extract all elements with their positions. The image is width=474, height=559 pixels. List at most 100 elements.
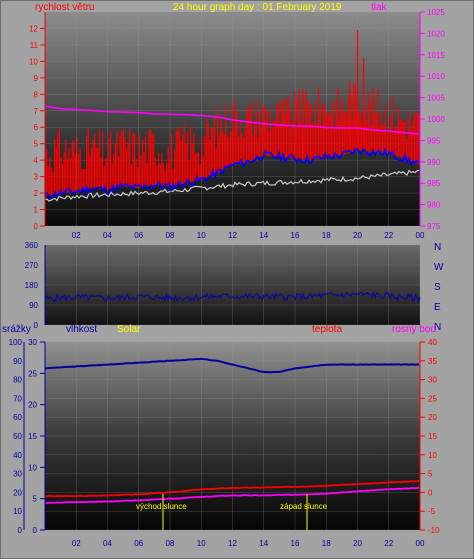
y-left-tick-label: 3	[34, 173, 39, 182]
dew-point-label: rosný bod	[392, 324, 436, 335]
y-right-tick-label: 1005	[427, 94, 445, 103]
y-right-tick-label: 975	[427, 222, 441, 231]
rain-tick-label: 40	[13, 451, 22, 460]
rain-tick-label: 80	[13, 376, 22, 385]
temp-tick-label: 5	[428, 470, 433, 479]
x-tick-label: 08	[166, 539, 175, 548]
y-right-tick-label: 980	[427, 201, 441, 210]
compass-e: E	[434, 302, 441, 313]
temp-tick-label: -10	[428, 526, 440, 535]
x-tick-label: 06	[134, 231, 143, 240]
temp-tick-label: 15	[428, 432, 437, 441]
wind-direction-series	[44, 291, 421, 303]
solar-label: Solar	[117, 324, 141, 335]
x-tick-label: 10	[197, 539, 206, 548]
direction-tick-label: 90	[29, 301, 38, 310]
wind-speed-label: rychlost větru	[35, 2, 94, 13]
axes	[23, 11, 425, 531]
temp-tick-label: 20	[428, 413, 437, 422]
x-tick-label: 18	[322, 539, 331, 548]
rain-tick-label: 20	[13, 488, 22, 497]
pressure-line	[44, 105, 420, 135]
x-tick-label: 20	[353, 231, 362, 240]
y-left-tick-label: 11	[30, 41, 39, 50]
avg-wind-line	[44, 147, 420, 200]
x-tick-label: 16	[291, 231, 300, 240]
direction-tick-label: 270	[25, 261, 39, 270]
chart-title: 24 hour graph day : 01 February 2019	[173, 2, 342, 13]
rain-tick-label: 70	[13, 394, 22, 403]
x-tick-label: 00	[416, 231, 425, 240]
wind-pressure-series	[44, 30, 420, 202]
x-tick-label: 18	[322, 231, 331, 240]
temp-tick-label: 10	[428, 451, 437, 460]
y-left-tick-label: 9	[34, 74, 39, 83]
y-left-tick-label: 6	[34, 123, 39, 132]
compass-n-top: N	[434, 242, 441, 253]
temp-tick-label: 35	[428, 357, 437, 366]
solar-tick-label: 20	[28, 401, 37, 410]
y-left-tick-label: 10	[29, 57, 38, 66]
y-left-tick-label: 2	[34, 189, 39, 198]
solar-tick-label: 30	[28, 338, 37, 347]
x-tick-label: 22	[384, 539, 393, 548]
temperature-line	[45, 480, 420, 498]
y-right-tick-label: 1010	[427, 72, 445, 81]
x-tick-label: 08	[166, 231, 175, 240]
humidity-line	[44, 357, 420, 374]
y-right-tick-label: 1000	[427, 115, 445, 124]
solar-tick-label: 0	[33, 526, 38, 535]
sunrise-label: východ slunce	[136, 502, 187, 511]
y-right-tick-label: 1025	[427, 8, 445, 17]
temperature-humidity-series	[44, 357, 420, 504]
x-tick-label: 06	[134, 539, 143, 548]
temp-tick-label: -5	[428, 507, 436, 516]
x-tick-label: 02	[72, 539, 81, 548]
compass-w: W	[434, 262, 444, 273]
direction-tick-label: 0	[34, 321, 39, 330]
solar-tick-label: 25	[28, 369, 37, 378]
y-right-tick-label: 1015	[427, 51, 445, 60]
rain-tick-label: 0	[18, 526, 23, 535]
x-tick-label: 00	[416, 539, 425, 548]
min-wind-line	[44, 169, 420, 202]
rain-label: srážky	[2, 324, 31, 335]
x-tick-label: 02	[72, 231, 81, 240]
y-left-tick-label: 5	[34, 140, 39, 149]
temp-tick-label: 40	[428, 338, 437, 347]
y-left-tick-label: 7	[34, 107, 39, 116]
y-left-tick-label: 1	[34, 206, 39, 215]
x-tick-label: 20	[353, 539, 362, 548]
rain-tick-label: 30	[13, 470, 22, 479]
y-left-tick-label: 4	[34, 156, 39, 165]
rain-tick-label: 60	[13, 413, 22, 422]
solar-tick-label: 15	[28, 432, 37, 441]
x-tick-label: 14	[259, 231, 268, 240]
direction-tick-label: 360	[25, 241, 39, 250]
x-tick-label: 22	[384, 231, 393, 240]
tick-labels: 0123456789101112975980985990995100010051…	[9, 8, 446, 548]
y-left-tick-label: 8	[34, 90, 39, 99]
y-right-tick-label: 990	[427, 158, 441, 167]
x-tick-label: 14	[259, 539, 268, 548]
pressure-label: tlak	[371, 2, 388, 13]
humidity-label: vlhkost	[66, 324, 97, 335]
rain-tick-label: 10	[13, 507, 22, 516]
sunset-label: západ slunce	[280, 502, 328, 511]
compass-n-bottom: N	[434, 322, 441, 333]
x-tick-label: 12	[228, 539, 237, 548]
y-right-tick-label: 1020	[427, 29, 445, 38]
x-tick-label: 04	[103, 539, 112, 548]
temperature-label: teplota	[312, 324, 342, 335]
rain-tick-label: 90	[13, 357, 22, 366]
wind-direction-line	[44, 291, 421, 303]
rain-tick-label: 100	[9, 338, 23, 347]
rain-tick-label: 50	[13, 432, 22, 441]
x-tick-label: 16	[291, 539, 300, 548]
y-left-tick-label: 12	[29, 24, 38, 33]
x-tick-label: 12	[228, 231, 237, 240]
temp-tick-label: 0	[428, 488, 433, 497]
y-right-tick-label: 985	[427, 179, 441, 188]
temp-tick-label: 25	[428, 394, 437, 403]
